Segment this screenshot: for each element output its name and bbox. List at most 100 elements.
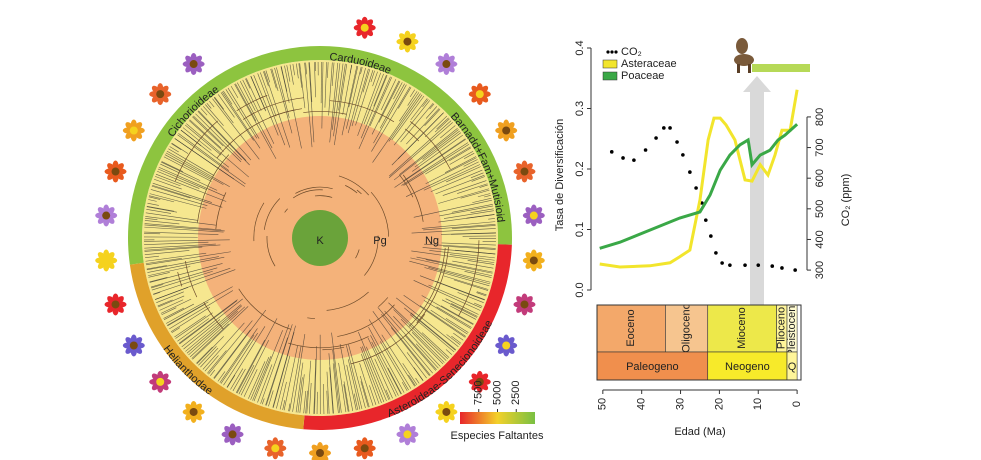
branch xyxy=(230,368,244,390)
branch xyxy=(314,62,316,98)
branch xyxy=(343,384,349,412)
flower-center xyxy=(360,23,369,32)
co2-point xyxy=(743,263,747,267)
branch xyxy=(412,134,463,172)
branch xyxy=(446,334,461,345)
branch xyxy=(424,115,448,138)
branch xyxy=(407,91,418,106)
branch xyxy=(328,353,334,414)
branch xyxy=(282,400,286,411)
branch xyxy=(305,390,308,414)
branch xyxy=(207,350,227,374)
branch xyxy=(410,257,492,277)
age-label: K xyxy=(316,235,324,247)
branch xyxy=(359,363,374,406)
branch xyxy=(234,83,277,159)
branch xyxy=(151,284,164,289)
branch-arc xyxy=(266,235,276,267)
branch xyxy=(329,62,339,143)
branch xyxy=(309,62,313,103)
branch xyxy=(297,377,303,413)
branch xyxy=(440,305,474,325)
branch xyxy=(449,150,474,165)
branch xyxy=(146,206,177,213)
branch xyxy=(144,244,221,251)
branch xyxy=(177,318,210,342)
branch xyxy=(445,318,469,333)
branch-arc xyxy=(458,240,480,317)
branch-arc xyxy=(263,198,281,230)
branch xyxy=(260,324,290,404)
flower-center xyxy=(360,444,369,453)
branch xyxy=(145,252,207,262)
branch xyxy=(425,157,477,185)
branch xyxy=(184,124,222,156)
branch xyxy=(441,242,496,246)
branch xyxy=(397,87,412,109)
branch xyxy=(242,79,275,144)
branch xyxy=(391,112,444,166)
branch xyxy=(369,77,392,126)
branch xyxy=(185,304,242,352)
branch xyxy=(146,256,219,271)
branch xyxy=(239,80,256,112)
y2-tick-label: 500 xyxy=(814,200,826,218)
branch xyxy=(348,66,359,108)
branch-arc xyxy=(293,189,323,199)
branch xyxy=(488,218,495,220)
flower-center xyxy=(111,300,120,309)
branch xyxy=(289,345,302,412)
branch xyxy=(388,302,449,360)
branch xyxy=(272,325,296,408)
branch xyxy=(451,225,496,229)
branch xyxy=(153,291,161,295)
series-line xyxy=(599,123,799,250)
branch xyxy=(144,250,190,256)
branch xyxy=(472,197,492,203)
branch-arc xyxy=(295,186,333,194)
branch xyxy=(145,212,199,221)
branch xyxy=(191,323,229,359)
branch xyxy=(230,85,239,99)
branch xyxy=(441,299,478,318)
flower-center xyxy=(502,126,511,135)
branch xyxy=(334,64,348,146)
co2-point xyxy=(770,264,775,268)
branch xyxy=(371,80,400,135)
branch xyxy=(428,284,482,309)
branch xyxy=(346,66,362,129)
branch xyxy=(200,347,219,368)
branch xyxy=(144,239,230,242)
branch xyxy=(288,403,291,412)
branch xyxy=(161,161,201,181)
branch xyxy=(425,259,493,274)
branch xyxy=(168,148,215,176)
branch-arc xyxy=(303,111,347,115)
branch xyxy=(276,355,291,409)
branch xyxy=(453,279,489,291)
branch-arc xyxy=(288,336,369,349)
branch xyxy=(146,209,171,214)
branch xyxy=(422,99,429,107)
y-tick-label: 0.4 xyxy=(574,40,586,55)
series-line xyxy=(599,89,799,269)
branch xyxy=(374,358,393,399)
epoch-label: Plioceno xyxy=(776,307,788,349)
branch xyxy=(308,62,315,143)
flower-center xyxy=(189,60,198,69)
branch xyxy=(198,110,247,161)
branch xyxy=(326,390,329,414)
branch xyxy=(406,352,427,379)
branch xyxy=(148,199,157,202)
legend-swatch xyxy=(606,50,610,54)
branch-arc xyxy=(177,271,183,287)
branch xyxy=(235,83,257,122)
ring-gold xyxy=(129,262,305,430)
branch xyxy=(442,180,487,196)
branch xyxy=(165,152,224,185)
branch xyxy=(203,106,252,161)
branch-arc xyxy=(355,249,360,259)
branch xyxy=(436,306,472,328)
branch xyxy=(477,193,491,198)
branch xyxy=(391,95,425,141)
